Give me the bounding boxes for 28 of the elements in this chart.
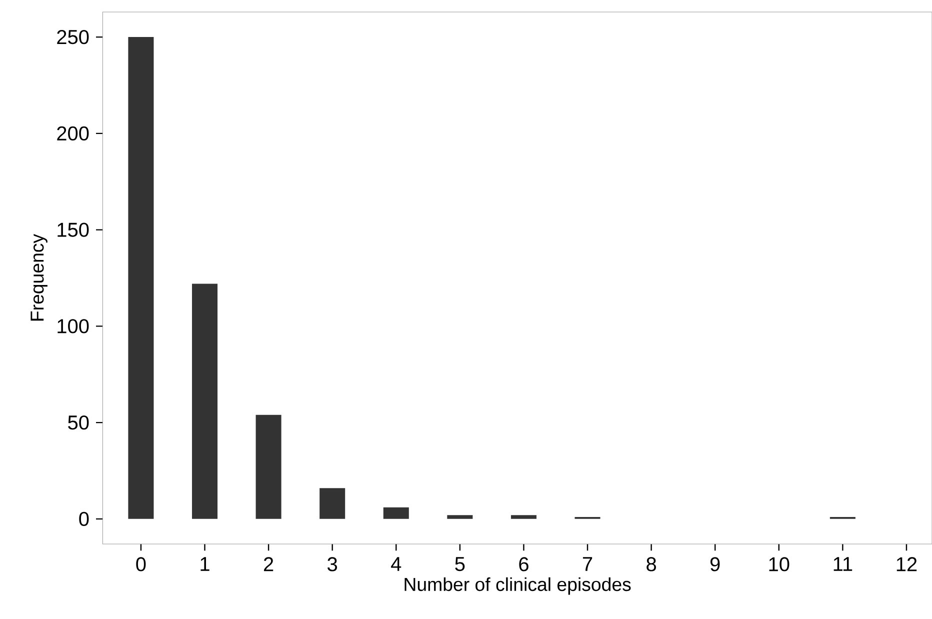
bar	[383, 508, 409, 520]
x-tick-label: 11	[834, 557, 852, 572]
x-tick-label: 1	[200, 557, 210, 572]
bar	[256, 415, 282, 520]
x-tick-label: 12	[896, 557, 917, 572]
x-axis-title: Number of clinical episodes	[404, 578, 631, 595]
x-tick-label: 0	[136, 557, 146, 572]
y-tick-label: 50	[68, 416, 89, 430]
bar	[320, 488, 346, 520]
x-tick-label: 7	[582, 557, 592, 572]
bar	[128, 37, 154, 520]
y-tick-label: 250	[57, 30, 89, 44]
x-tick-label: 6	[519, 557, 528, 572]
bar	[510, 515, 536, 520]
bar	[192, 284, 218, 520]
x-tick-label: 2	[264, 557, 274, 572]
y-tick-label: 0	[79, 512, 89, 526]
y-tick-label: 150	[58, 222, 89, 238]
x-tick-label: 9	[710, 557, 720, 572]
x-tick-label: 5	[455, 557, 465, 572]
x-tick-label: 3	[328, 557, 338, 572]
x-tick-label: 10	[769, 557, 790, 572]
y-tick-label: 100	[58, 319, 89, 334]
y-axis-title: Frequency	[30, 234, 48, 321]
x-tick-label: 8	[646, 557, 656, 572]
y-tick-label: 200	[57, 126, 89, 141]
x-tick-label: 4	[391, 557, 402, 572]
bar	[447, 515, 473, 520]
